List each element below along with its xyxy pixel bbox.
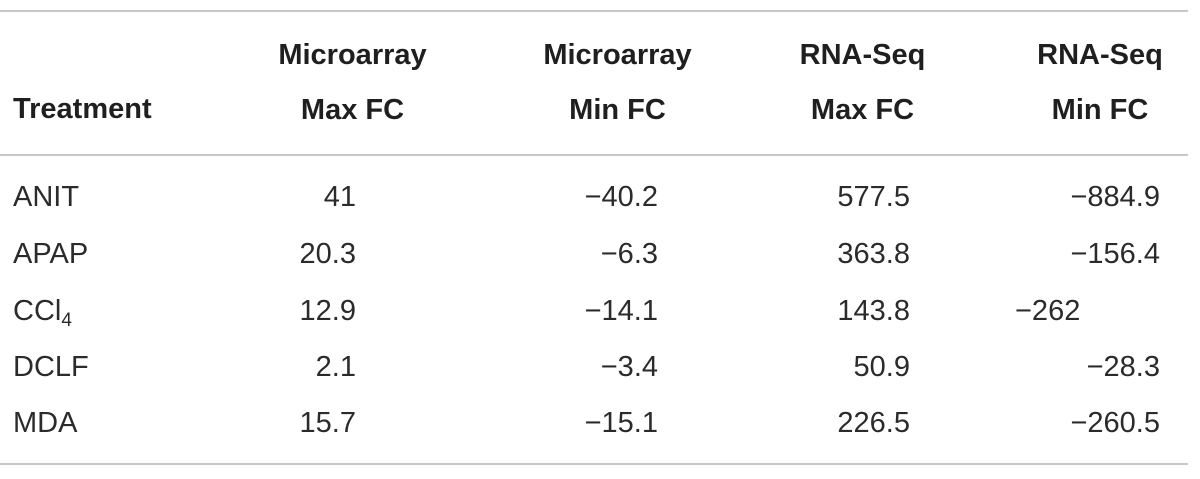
rnaseq-min-cell: −260.5 bbox=[1070, 407, 1160, 439]
table-bottom-rule bbox=[0, 463, 1188, 465]
treatment-name: MDA bbox=[13, 407, 78, 439]
rnaseq-max-cell: 226.5 bbox=[837, 407, 910, 439]
rnaseq-min-cell: −884.9 bbox=[1070, 181, 1160, 213]
microarray-min-cell: −40.2 bbox=[584, 181, 658, 213]
microarray-min-cell: −6.3 bbox=[600, 238, 658, 270]
rnaseq-min-cell: −28.3 bbox=[1086, 351, 1160, 383]
header-line: Max FC bbox=[810, 94, 915, 126]
header-line: RNA-Seq bbox=[1037, 39, 1163, 71]
microarray-min-cell: −14.1 bbox=[584, 295, 658, 327]
microarray-min-cell: −3.4 bbox=[600, 351, 658, 383]
treatment-cell: ANIT bbox=[13, 180, 79, 214]
header-treatment: Treatment bbox=[13, 92, 152, 126]
header-line: Microarray bbox=[278, 39, 427, 71]
rnaseq-min-cell: −262 bbox=[1015, 295, 1081, 327]
rnaseq-max-cell: 143.8 bbox=[837, 295, 910, 327]
treatment-name: ANIT bbox=[13, 181, 80, 213]
header-line: Min FC bbox=[1051, 94, 1149, 126]
table-row: DCLF 2.1 −3.4 50.9 −28.3 bbox=[0, 350, 1200, 390]
header-microarray-min-fc: Microarray Min FC bbox=[515, 38, 720, 127]
table-row: ANIT 41 −40.2 577.5 −884.9 bbox=[0, 180, 1200, 220]
header-rnaseq-max-fc: RNA-Seq Max FC bbox=[775, 38, 950, 127]
rnaseq-min-cell: −156.4 bbox=[1070, 238, 1160, 270]
treatment-cell: MDA bbox=[13, 406, 77, 440]
treatment-subscript: 4 bbox=[61, 310, 72, 331]
header-line: RNA-Seq bbox=[799, 39, 926, 71]
treatment-cell: CCl4 bbox=[13, 294, 72, 331]
header-microarray-max-fc: Microarray Max FC bbox=[250, 38, 455, 127]
header-line: Min FC bbox=[569, 94, 666, 126]
treatment-name: CCl bbox=[13, 295, 62, 327]
table-row: CCl4 12.9 −14.1 143.8 −262 bbox=[0, 294, 1200, 334]
treatment-name: APAP bbox=[13, 238, 89, 270]
microarray-max-cell: 15.7 bbox=[299, 407, 356, 439]
treatment-cell: APAP bbox=[13, 237, 88, 271]
header-line: Microarray bbox=[543, 39, 692, 71]
treatment-name: DCLF bbox=[13, 351, 89, 383]
table-row: MDA 15.7 −15.1 226.5 −260.5 bbox=[0, 406, 1200, 446]
table-top-rule bbox=[0, 10, 1188, 12]
rnaseq-max-cell: 50.9 bbox=[853, 351, 910, 383]
microarray-max-cell: 20.3 bbox=[299, 238, 356, 270]
rnaseq-max-cell: 577.5 bbox=[837, 181, 910, 213]
treatment-cell: DCLF bbox=[13, 350, 89, 384]
table-header-rule bbox=[0, 154, 1188, 156]
microarray-max-cell: 12.9 bbox=[299, 295, 356, 327]
header-line: Max FC bbox=[300, 94, 405, 126]
header-treatment-label: Treatment bbox=[13, 93, 152, 125]
microarray-min-cell: −15.1 bbox=[584, 407, 658, 439]
header-rnaseq-min-fc: RNA-Seq Min FC bbox=[1015, 38, 1185, 127]
microarray-max-cell: 41 bbox=[323, 181, 356, 213]
rnaseq-max-cell: 363.8 bbox=[837, 238, 910, 270]
table-row: APAP 20.3 −6.3 363.8 −156.4 bbox=[0, 237, 1200, 277]
microarray-max-cell: 2.1 bbox=[315, 351, 356, 383]
